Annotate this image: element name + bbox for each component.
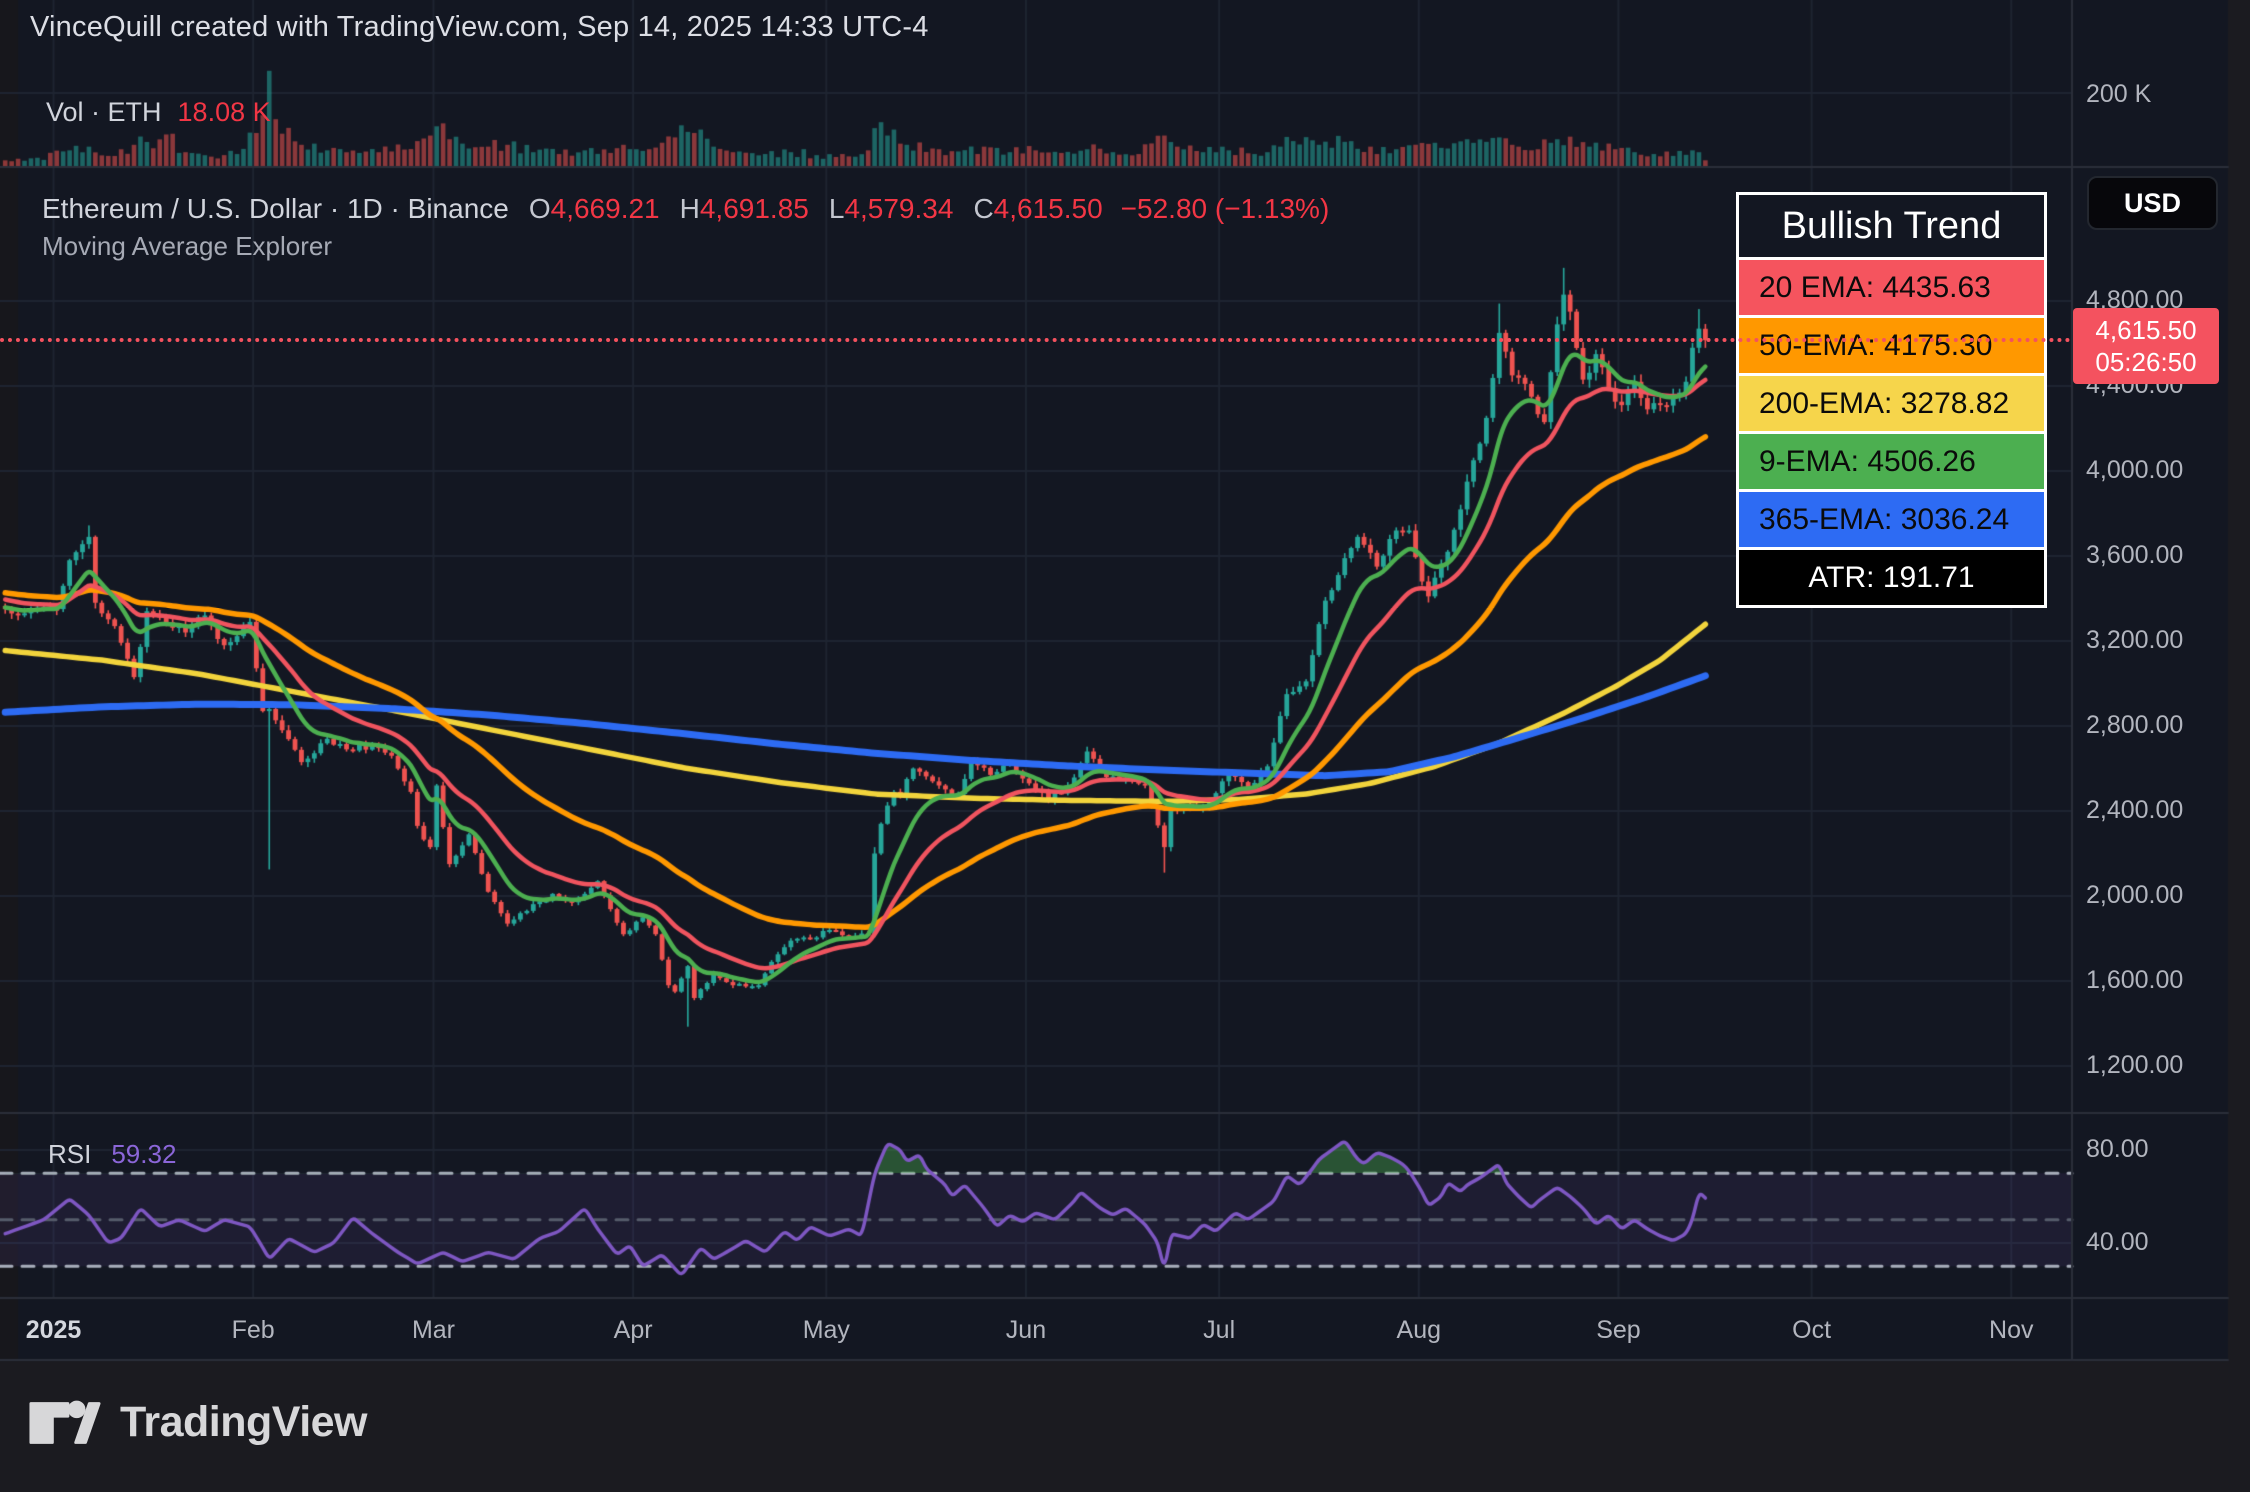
rsi-tick-40: 40.00 — [2086, 1228, 2149, 1256]
legend-row-5: ATR: 191.71 — [1739, 550, 2044, 605]
price-tick-1200: 1,200.00 — [2086, 1051, 2184, 1079]
volume-label: Vol · ETH — [46, 97, 162, 127]
last-price-chip-value: 4,615.50 — [2095, 315, 2197, 345]
rsi-tick-80: 80.00 — [2086, 1135, 2149, 1163]
legend-row-4: 365-EMA: 3036.24 — [1739, 492, 2044, 547]
trend-title: Bullish Trend — [1739, 195, 2044, 257]
time-axis-label-Oct: Oct — [1792, 1316, 1832, 1344]
price-tick-4000: 4,000.00 — [2086, 456, 2184, 484]
price-tick-3200: 3,200.00 — [2086, 626, 2184, 654]
time-axis-label-Aug: Aug — [1396, 1316, 1442, 1344]
high-label: H — [679, 193, 700, 224]
price-tick-2000: 2,000.00 — [2086, 881, 2184, 909]
change-value: −52.80 (−1.13%) — [1120, 193, 1330, 224]
rsi-legend: RSI 59.32 — [48, 1139, 176, 1170]
legend-row-2: 200-EMA: 3278.82 — [1739, 376, 2044, 431]
trend-legend-panel: Bullish Trend 20 EMA: 4435.63 50-EMA: 417… — [1736, 192, 2047, 608]
attribution-header: VinceQuill created with TradingView.com,… — [30, 11, 929, 43]
close-value: 4,615.50 — [993, 193, 1103, 224]
volume-legend: Vol · ETH 18.08 K — [46, 97, 271, 128]
symbol-title: Ethereum / U.S. Dollar · 1D · Binance — [42, 193, 509, 224]
tradingview-logo-icon — [29, 1400, 101, 1444]
price-tick-2800: 2,800.00 — [2086, 711, 2184, 739]
study-title: Moving Average Explorer — [42, 231, 333, 261]
legend-row-0: 20 EMA: 4435.63 — [1739, 260, 2044, 315]
last-price-line — [0, 338, 2072, 342]
low-label: L — [828, 193, 845, 224]
tradingview-logo[interactable]: TradingView — [28, 1398, 368, 1447]
time-axis-label-Feb: Feb — [231, 1316, 275, 1344]
symbol-legend: Ethereum / U.S. Dollar · 1D · Binance O4,… — [42, 193, 1329, 225]
currency-toggle-button[interactable]: USD — [2087, 176, 2218, 230]
time-axis-label-Jun: Jun — [1005, 1316, 1047, 1344]
low-value: 4,579.34 — [844, 193, 954, 224]
high-value: 4,691.85 — [699, 193, 809, 224]
price-tick-2400: 2,400.00 — [2086, 796, 2184, 824]
rsi-value: 59.32 — [111, 1139, 177, 1169]
volume-value: 18.08 K — [177, 97, 271, 127]
time-axis-label-May: May — [802, 1316, 850, 1344]
open-value: 4,669.21 — [550, 193, 660, 224]
rsi-label: RSI — [48, 1139, 92, 1169]
price-tick-1600: 1,600.00 — [2086, 966, 2184, 994]
time-axis-label-Sep: Sep — [1596, 1316, 1641, 1344]
price-tick-3600: 3,600.00 — [2086, 541, 2184, 569]
legend-row-1: 50-EMA: 4175.30 — [1739, 318, 2044, 373]
time-axis-label-Nov: Nov — [1989, 1316, 2034, 1344]
close-label: C — [973, 193, 994, 224]
time-axis-label-Apr: Apr — [613, 1316, 653, 1344]
time-axis-label-Mar: Mar — [411, 1316, 455, 1344]
time-axis-label-2025: 2025 — [25, 1316, 82, 1344]
volume-axis-tick: 200 K — [2086, 80, 2152, 108]
open-label: O — [528, 193, 551, 224]
bar-countdown: 05:26:50 — [2095, 347, 2197, 377]
legend-row-3: 9-EMA: 4506.26 — [1739, 434, 2044, 489]
time-axis-label-Jul: Jul — [1203, 1316, 1236, 1344]
tradingview-logo-text: TradingView — [120, 1398, 368, 1446]
last-price-chip: 4,615.50 05:26:50 — [2073, 308, 2219, 384]
